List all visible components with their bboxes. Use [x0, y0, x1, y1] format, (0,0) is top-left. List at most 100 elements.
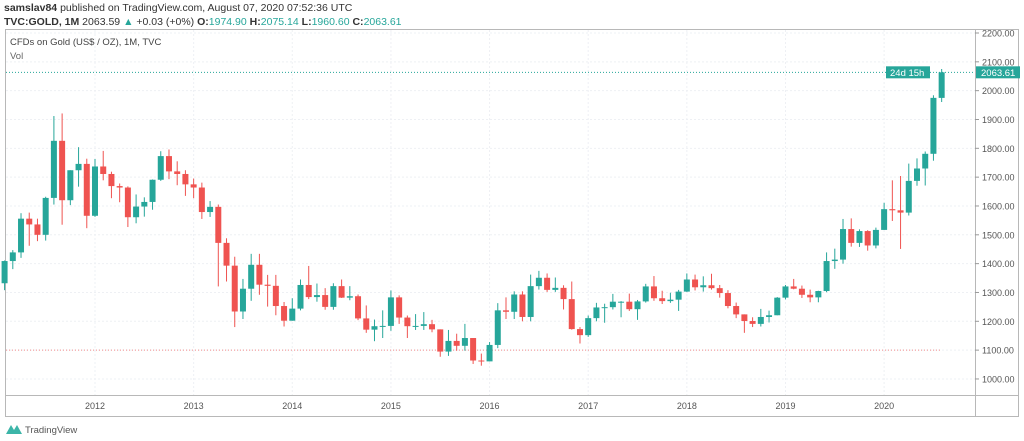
- candle-body: [914, 168, 920, 181]
- time-tick-label: 2020: [874, 401, 894, 411]
- candle: [18, 213, 25, 258]
- candle-body: [519, 294, 526, 317]
- high-label: H:: [249, 16, 261, 28]
- candle-body: [322, 295, 329, 307]
- candle: [511, 291, 518, 319]
- candle: [404, 315, 411, 339]
- candle-body: [174, 171, 181, 174]
- candle: [379, 310, 386, 339]
- price-tick-label: 1900.00: [982, 115, 1015, 125]
- candle: [429, 319, 436, 333]
- candle: [922, 151, 929, 186]
- candle: [535, 270, 542, 290]
- candle-body: [182, 173, 189, 185]
- price-tick-label: 1300.00: [982, 288, 1015, 298]
- tradingview-logo[interactable]: TradingView: [6, 425, 77, 436]
- last-price-tag-box: [976, 66, 1020, 79]
- candle: [733, 302, 740, 319]
- price-axis[interactable]: 1000.00 1100.00 1200.00 1300.00 1400.00 1500.…: [975, 29, 1015, 385]
- candle-body: [83, 163, 90, 216]
- published-text: published on TradingView.com, August 07,…: [60, 2, 353, 14]
- price-tick-label: 2000.00: [982, 86, 1015, 96]
- candle-body: [92, 166, 98, 216]
- candle-body: [59, 140, 66, 201]
- candle-body: [42, 197, 49, 235]
- candle-body: [872, 229, 879, 246]
- candle: [544, 273, 551, 292]
- candle-body: [313, 295, 320, 298]
- candle-body: [190, 184, 197, 188]
- candle-body: [412, 325, 419, 327]
- candle-body: [149, 179, 156, 202]
- candle: [371, 319, 378, 342]
- candle-body: [470, 338, 477, 361]
- candle: [790, 278, 797, 290]
- candle: [313, 283, 320, 302]
- last-price: 2063.59: [82, 16, 121, 28]
- candle-body: [642, 286, 649, 302]
- candle: [897, 175, 904, 249]
- candle-body: [330, 286, 337, 307]
- candle-body: [881, 209, 888, 230]
- candle-body: [50, 140, 57, 198]
- open-value: 1974.90: [208, 16, 247, 28]
- candle-body: [667, 299, 674, 302]
- candle-body: [272, 285, 279, 307]
- candle: [848, 218, 855, 247]
- candle-body: [560, 287, 567, 300]
- candle-body: [626, 301, 633, 310]
- candle-body: [289, 308, 296, 321]
- candle-body: [897, 210, 904, 213]
- candle-body: [141, 201, 148, 207]
- candle: [914, 158, 920, 186]
- author[interactable]: samslav84: [4, 2, 58, 14]
- candle-body: [305, 284, 312, 298]
- candle: [116, 183, 123, 203]
- candle: [716, 284, 723, 298]
- candle: [840, 218, 847, 264]
- candle: [412, 314, 419, 330]
- candle: [938, 68, 945, 103]
- candle: [330, 283, 337, 310]
- candle: [445, 329, 452, 356]
- candle-body: [215, 206, 222, 243]
- legend-title: CFDs on Gold (US$ / OZ), 1M, TVC: [10, 37, 161, 48]
- time-tick-label: 2017: [578, 401, 598, 411]
- candles: [1, 68, 945, 366]
- up-arrow-icon: ▲: [123, 16, 134, 28]
- price-tick-label: 1500.00: [982, 230, 1015, 240]
- candle-body: [363, 318, 370, 330]
- candle-body: [922, 153, 929, 169]
- candle: [650, 276, 657, 301]
- candle-body: [108, 173, 115, 187]
- candle-body: [420, 324, 427, 326]
- candle: [182, 170, 189, 196]
- candle-body: [75, 163, 82, 171]
- candle-body: [124, 187, 131, 218]
- candle: [486, 342, 493, 362]
- high-value: 2075.14: [260, 16, 299, 28]
- price-tick-label: 2200.00: [982, 29, 1015, 39]
- candle: [346, 286, 353, 301]
- candle: [239, 278, 246, 319]
- change: +0.03 (+0%): [136, 16, 195, 28]
- candle-body: [26, 218, 33, 225]
- candle-body: [650, 286, 657, 299]
- candle: [757, 308, 764, 327]
- candle: [165, 149, 172, 180]
- candle-body: [905, 180, 912, 213]
- candle-body: [100, 166, 107, 174]
- candle: [552, 277, 559, 292]
- low-label: L:: [301, 16, 312, 28]
- candle-body: [437, 329, 444, 352]
- candle: [264, 274, 271, 307]
- candle: [215, 204, 222, 287]
- candle-body: [585, 318, 592, 336]
- time-axis[interactable]: 2012 2013 2014 2015 2016 2017 2018 2019 2020: [85, 401, 894, 411]
- candle: [289, 298, 296, 321]
- candle-body: [486, 344, 493, 362]
- candle: [437, 329, 444, 357]
- last-price-tag: 2063.61 24d 15h: [886, 66, 1020, 79]
- candle-body: [552, 287, 559, 290]
